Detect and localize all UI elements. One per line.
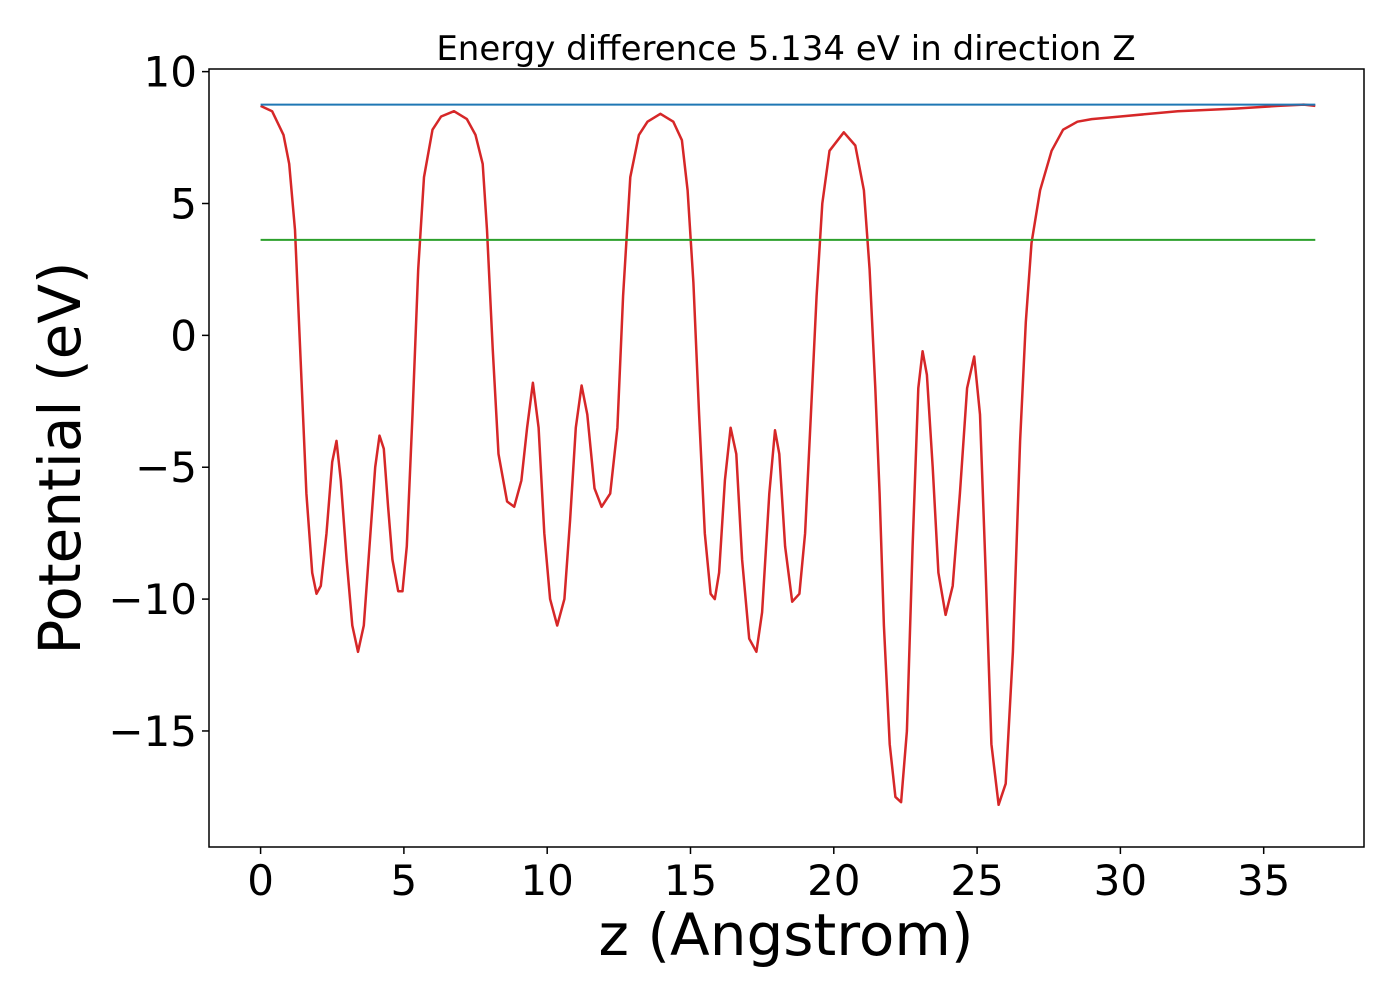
x-tick-label: 5 xyxy=(391,856,418,905)
y-tick-label: 10 xyxy=(144,48,197,97)
y-axis-ticks: 10 5 0 −5 −10 −15 xyxy=(108,48,209,756)
x-tick-label: 20 xyxy=(807,856,860,905)
x-tick-label: 35 xyxy=(1237,856,1290,905)
series-layer xyxy=(260,103,1316,807)
x-axis-ticks: 0 5 10 15 20 25 30 35 xyxy=(247,847,1290,905)
series-line-0 xyxy=(260,103,1316,807)
x-tick-label: 30 xyxy=(1094,856,1147,905)
y-tick-label: −15 xyxy=(108,707,197,756)
y-tick-label: −10 xyxy=(108,575,197,624)
x-tick-label: 15 xyxy=(664,856,717,905)
y-tick-label: 5 xyxy=(170,180,197,229)
x-tick-label: 10 xyxy=(520,856,573,905)
chart-title: Energy difference 5.134 eV in direction … xyxy=(436,29,1135,69)
x-tick-label: 0 xyxy=(247,856,274,905)
y-tick-label: −5 xyxy=(135,443,197,492)
plot-area-frame xyxy=(208,68,1365,848)
x-axis-title: z (Angstrom) xyxy=(599,901,974,969)
x-tick-label: 25 xyxy=(950,856,1003,905)
y-tick-label: 0 xyxy=(170,311,197,360)
y-axis-title: Potential (eV) xyxy=(26,261,94,654)
